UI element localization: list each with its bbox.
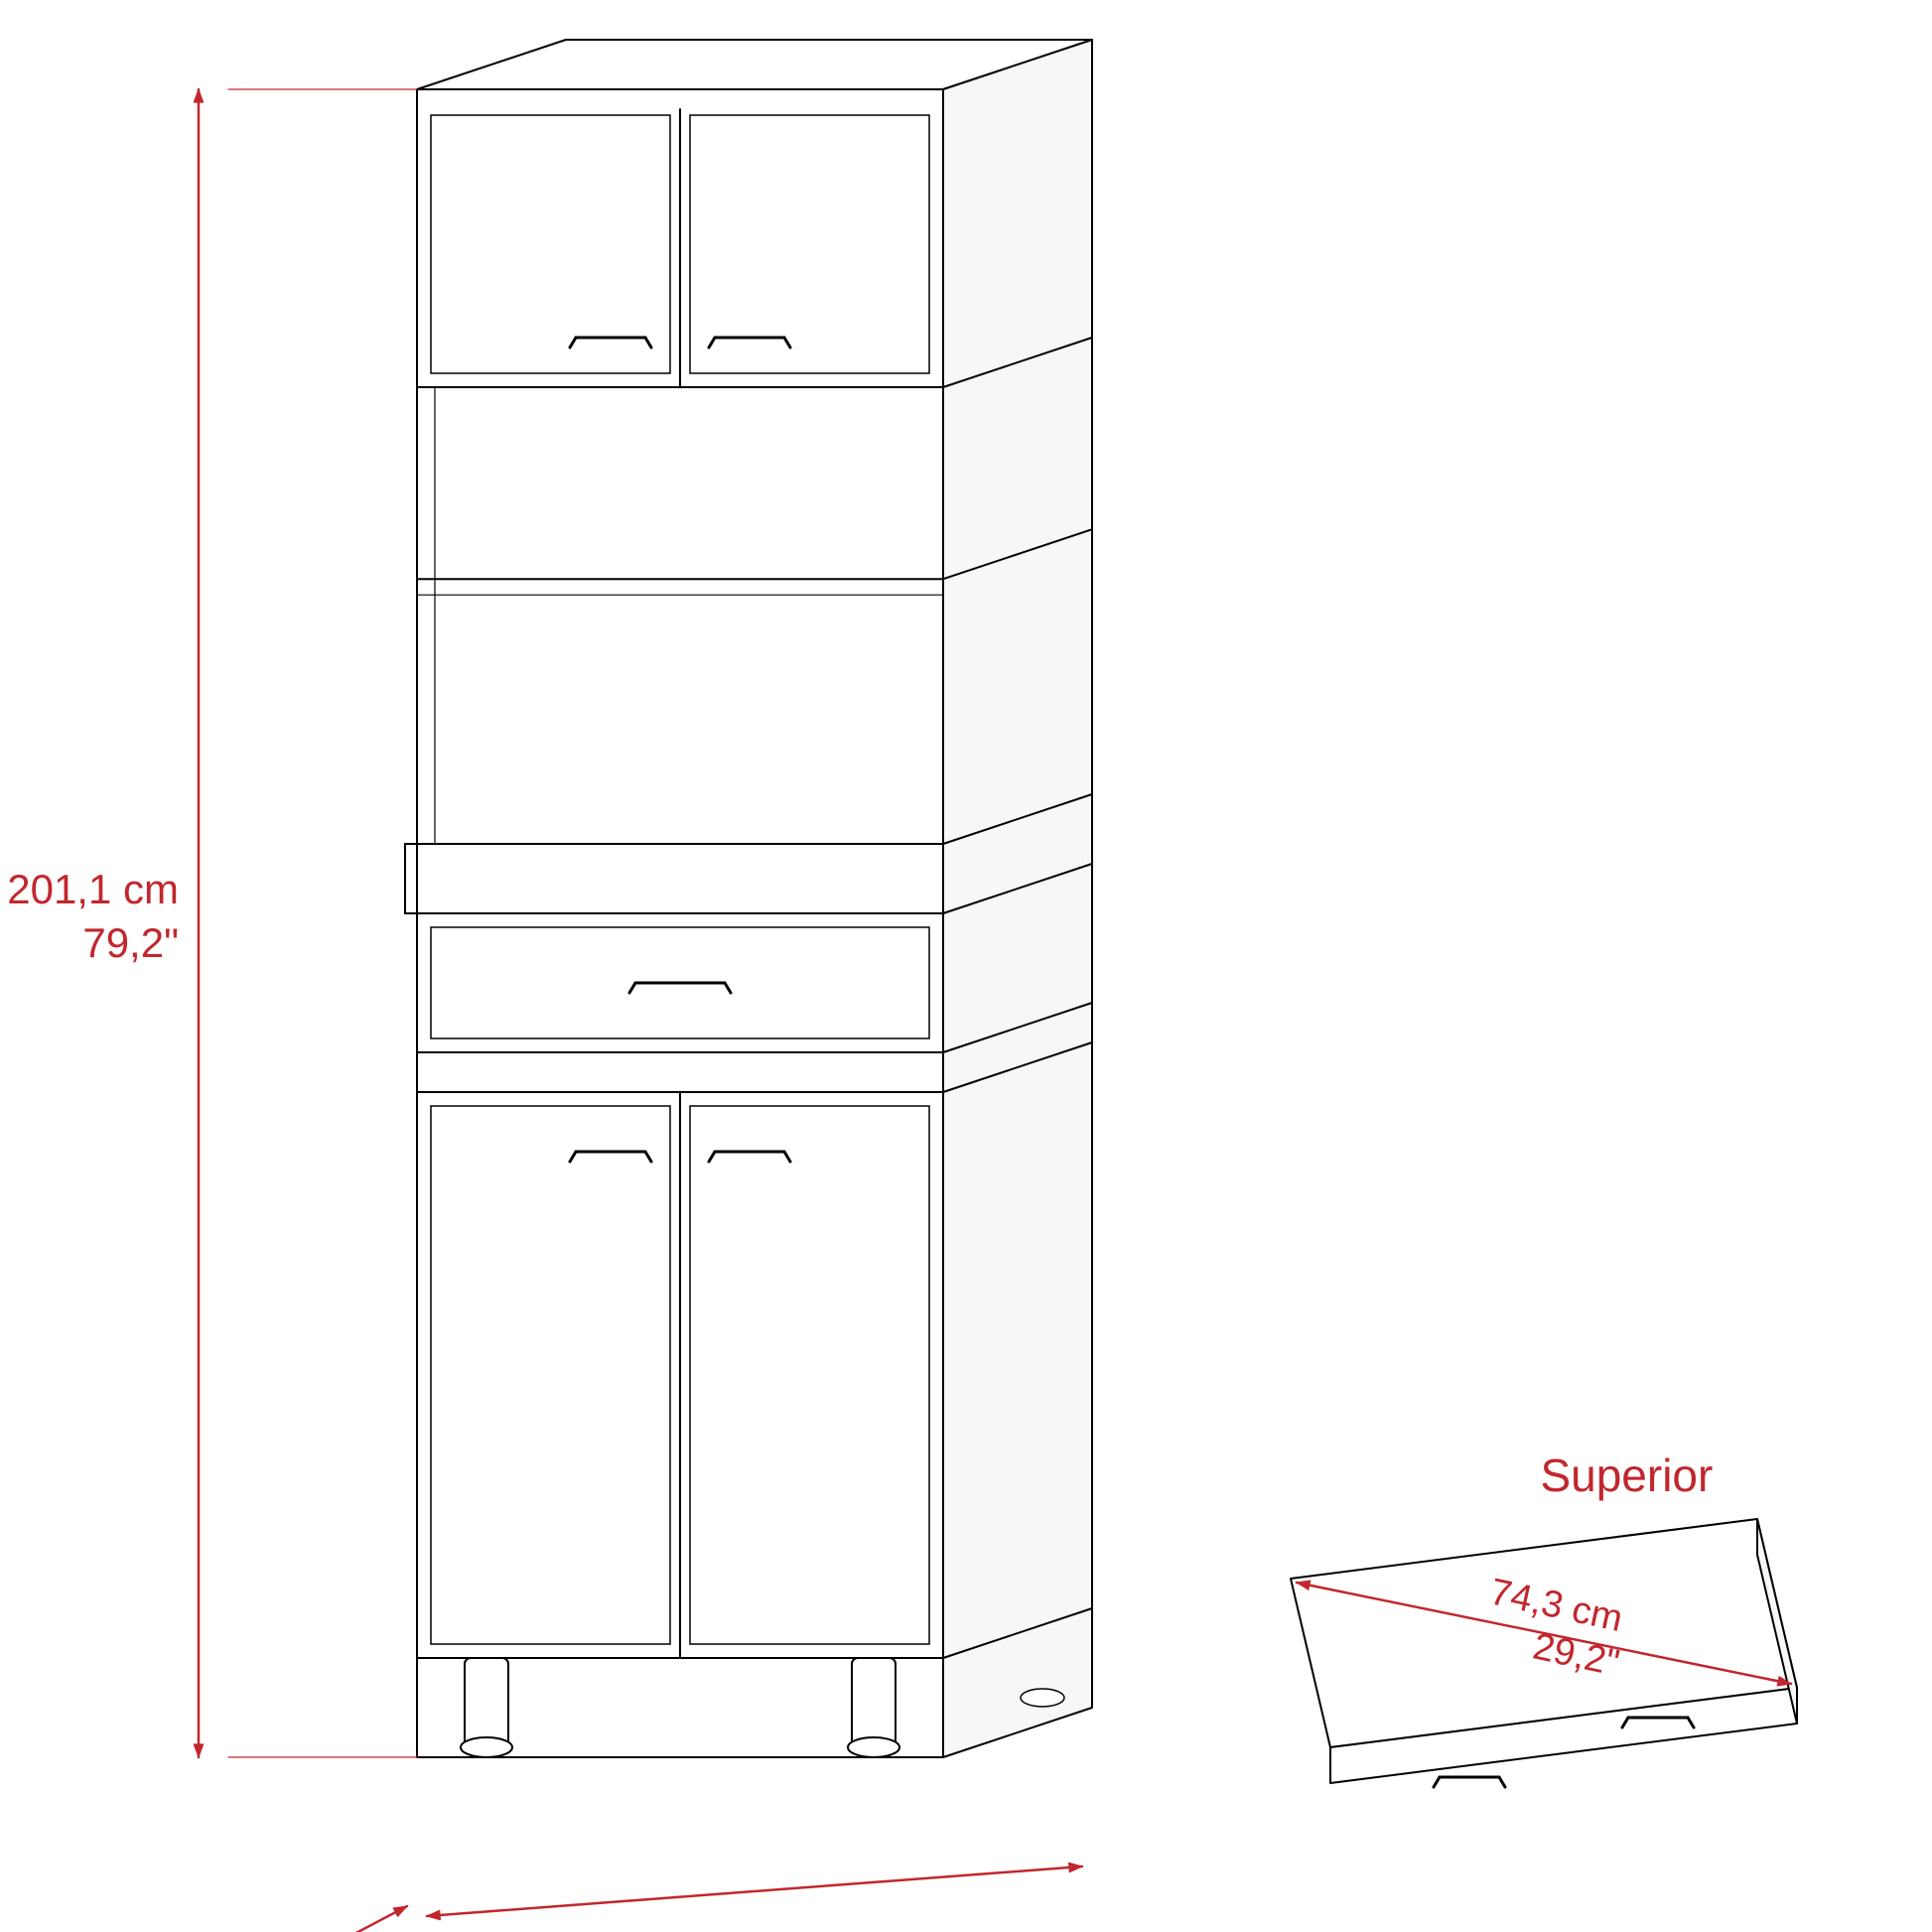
top-view: Superior74,3 cm29,2" — [1291, 1449, 1797, 1787]
cabinet-drawing — [405, 40, 1092, 1757]
height-in: 79,2" — [82, 919, 179, 966]
top-view-title: Superior — [1540, 1449, 1713, 1501]
height-cm: 201,1 cm — [7, 866, 179, 912]
width-cm: 62,1 cm — [710, 1923, 858, 1932]
